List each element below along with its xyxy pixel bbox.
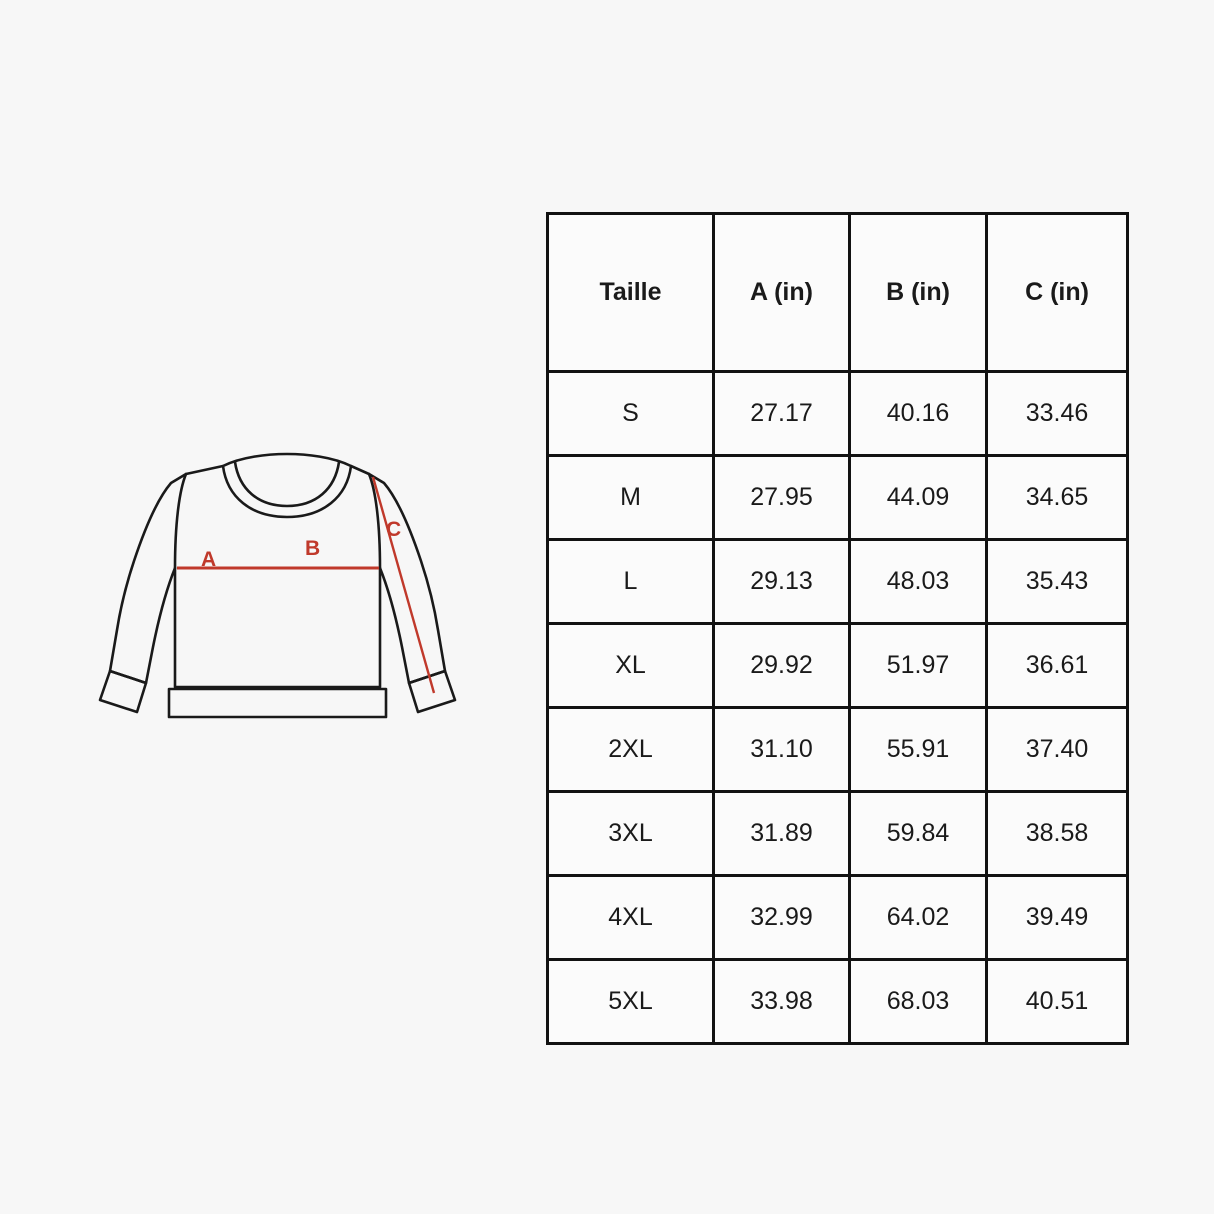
size-cell: 5XL (546, 958, 715, 1045)
table-row: 5XL 33.98 68.03 40.51 (546, 958, 1129, 1045)
value-a-cell: 27.17 (712, 370, 851, 457)
value-b-cell: 59.84 (848, 790, 988, 877)
value-c-cell: 36.61 (985, 622, 1129, 709)
garment-illustration: A B C (55, 425, 475, 775)
measure-label-b: B (305, 537, 321, 560)
table-row: 3XL 31.89 59.84 38.58 (546, 790, 1129, 877)
table-row: 2XL 31.10 55.91 37.40 (546, 706, 1129, 793)
size-cell: XL (546, 622, 715, 709)
value-c-cell: 38.58 (985, 790, 1129, 877)
column-header-a: A (in) (712, 212, 851, 373)
column-header-size: Taille (546, 212, 715, 373)
value-b-cell: 68.03 (848, 958, 988, 1045)
measure-label-a: A (201, 548, 217, 571)
value-b-cell: 48.03 (848, 538, 988, 625)
table-row: 4XL 32.99 64.02 39.49 (546, 874, 1129, 961)
table-row: L 29.13 48.03 35.43 (546, 538, 1129, 625)
table-header-row: Taille A (in) B (in) C (in) (546, 212, 1129, 373)
value-a-cell: 27.95 (712, 454, 851, 541)
value-b-cell: 64.02 (848, 874, 988, 961)
value-b-cell: 55.91 (848, 706, 988, 793)
table-row: XL 29.92 51.97 36.61 (546, 622, 1129, 709)
value-a-cell: 29.92 (712, 622, 851, 709)
size-table-container: Taille A (in) B (in) C (in) S 27.17 40.16 3… (546, 212, 1129, 1045)
column-header-b: B (in) (848, 212, 988, 373)
value-a-cell: 29.13 (712, 538, 851, 625)
measure-label-c: C (386, 518, 402, 541)
value-b-cell: 44.09 (848, 454, 988, 541)
value-a-cell: 33.98 (712, 958, 851, 1045)
value-a-cell: 31.89 (712, 790, 851, 877)
size-table: Taille A (in) B (in) C (in) S 27.17 40.16 3… (546, 212, 1129, 1045)
table-row: S 27.17 40.16 33.46 (546, 370, 1129, 457)
value-c-cell: 37.40 (985, 706, 1129, 793)
value-c-cell: 33.46 (985, 370, 1129, 457)
size-cell: 2XL (546, 706, 715, 793)
column-header-c: C (in) (985, 212, 1129, 373)
measure-line-c (371, 476, 436, 694)
value-b-cell: 40.16 (848, 370, 988, 457)
value-b-cell: 51.97 (848, 622, 988, 709)
size-cell: 3XL (546, 790, 715, 877)
size-cell: 4XL (546, 874, 715, 961)
value-a-cell: 32.99 (712, 874, 851, 961)
size-cell: M (546, 454, 715, 541)
value-c-cell: 35.43 (985, 538, 1129, 625)
size-cell: S (546, 370, 715, 457)
size-cell: L (546, 538, 715, 625)
table-row: M 27.95 44.09 34.65 (546, 454, 1129, 541)
value-a-cell: 31.10 (712, 706, 851, 793)
value-c-cell: 40.51 (985, 958, 1129, 1045)
value-c-cell: 34.65 (985, 454, 1129, 541)
value-c-cell: 39.49 (985, 874, 1129, 961)
